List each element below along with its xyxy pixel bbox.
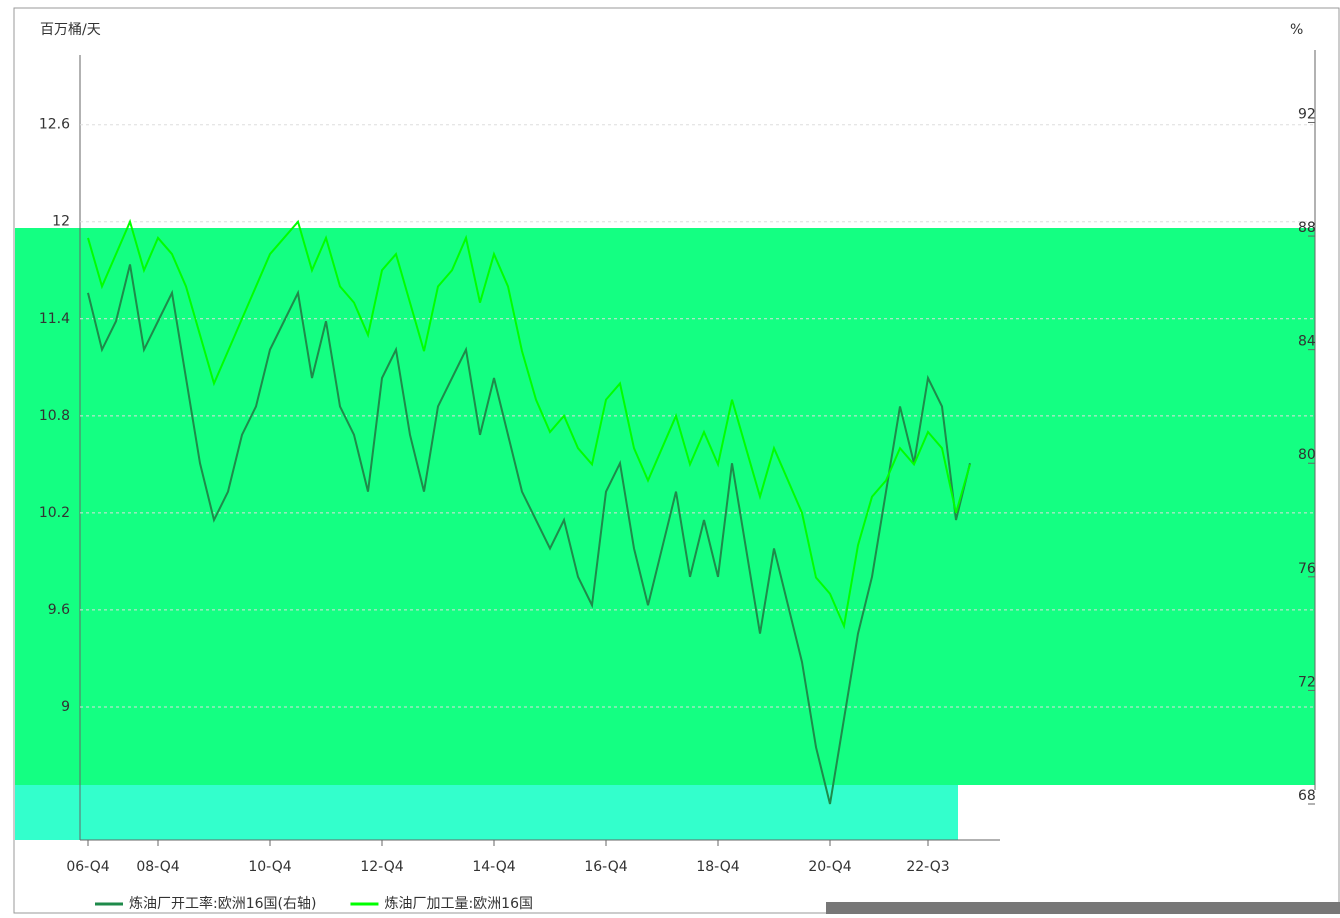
y-tick-label: 11.4	[39, 311, 70, 327]
x-tick-label: 18-Q4	[696, 859, 739, 875]
y-tick-label: 10.2	[39, 505, 70, 521]
x-tick-label: 06-Q4	[66, 859, 109, 875]
series-line	[87, 264, 971, 805]
y2-axis-label: %	[1290, 22, 1303, 38]
y2-tick-label: 72	[1298, 674, 1316, 690]
overlay-strip	[15, 785, 958, 840]
y-tick-label: 9	[61, 699, 70, 715]
y2-tick-label: 80	[1298, 447, 1316, 463]
overlay-bar	[826, 902, 1340, 914]
y-axis-label: 百万桶/天	[40, 22, 101, 38]
y2-tick-label: 92	[1298, 106, 1316, 122]
x-tick-label: 08-Q4	[136, 859, 179, 875]
overlay-panel	[15, 228, 1315, 785]
legend-label: 炼油厂加工量:欧洲16国	[384, 896, 533, 912]
x-tick-label: 10-Q4	[248, 859, 291, 875]
x-tick-label: 22-Q3	[906, 859, 949, 875]
y-tick-label: 10.8	[39, 408, 70, 424]
y2-tick-label: 76	[1298, 561, 1316, 577]
x-tick-label: 12-Q4	[360, 859, 403, 875]
y-tick-label: 12.6	[39, 117, 70, 133]
y2-tick-label: 88	[1298, 220, 1316, 236]
x-tick-label: 20-Q4	[808, 859, 851, 875]
x-tick-label: 14-Q4	[472, 859, 515, 875]
x-tick-label: 16-Q4	[584, 859, 627, 875]
y-tick-label: 9.6	[48, 602, 70, 618]
y-tick-label: 12	[52, 214, 70, 230]
legend-label: 炼油厂开工率:欧洲16国(右轴)	[129, 895, 316, 912]
series-line	[87, 218, 971, 630]
y2-tick-label: 68	[1298, 788, 1316, 804]
y2-tick-label: 84	[1298, 334, 1316, 350]
